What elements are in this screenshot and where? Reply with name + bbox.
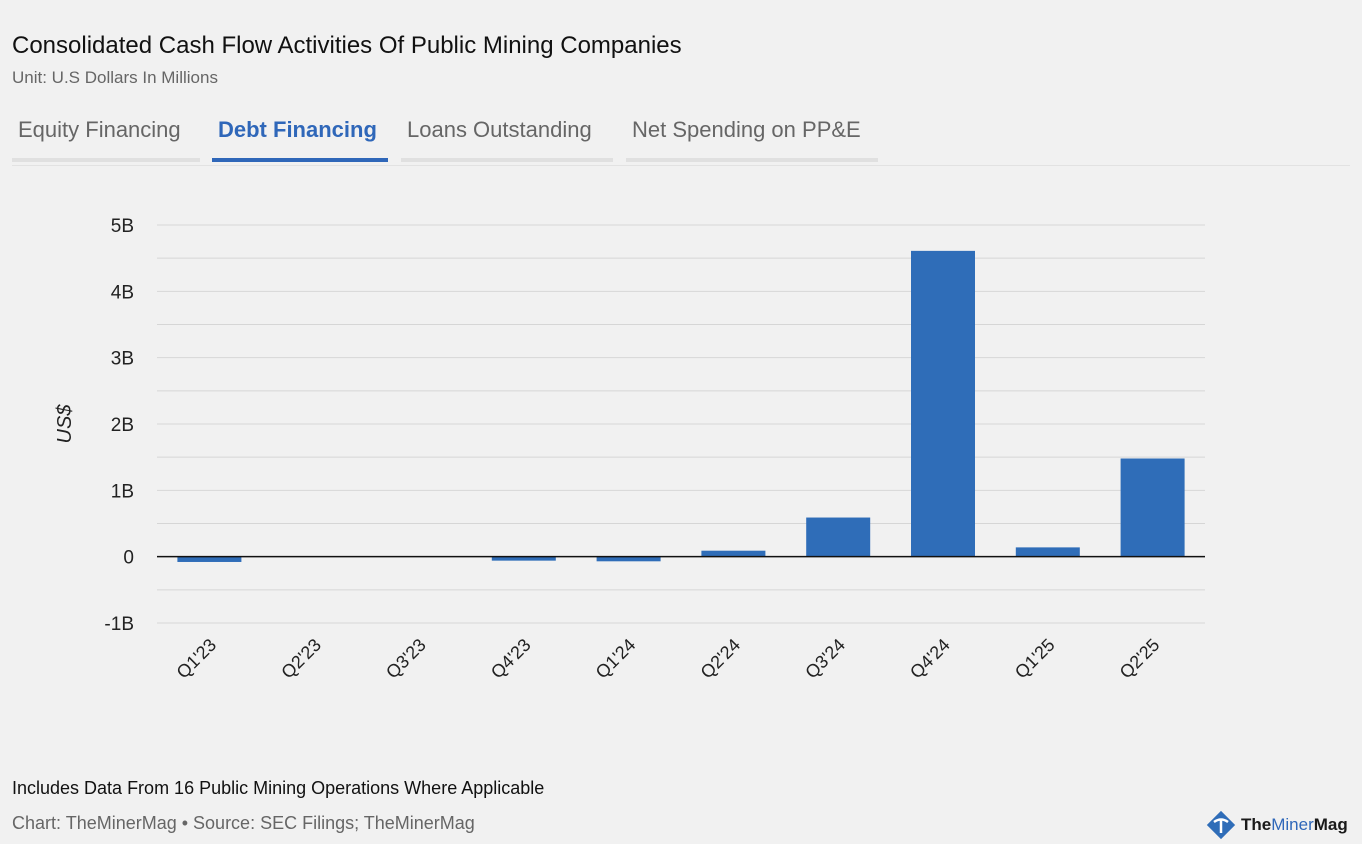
tab-bar: Equity Financing Debt Financing Loans Ou… — [12, 112, 1350, 166]
theminermag-logo: TheMinerMag — [1205, 810, 1348, 840]
bar-Q225 — [1120, 458, 1185, 557]
pickaxe-diamond-icon — [1206, 810, 1236, 840]
logo-text: TheMinerMag — [1241, 815, 1348, 834]
x-tick-label: Q2'25 — [1116, 635, 1164, 683]
bar-Q324 — [806, 517, 871, 557]
source-credit: Chart: TheMinerMag • Source: SEC Filings… — [12, 813, 475, 833]
y-tick-label: 2B — [111, 415, 134, 436]
y-tick-label: 4B — [111, 282, 134, 303]
x-tick-label: Q3'24 — [801, 635, 849, 683]
bar-Q125 — [1015, 547, 1080, 557]
bar-Q123 — [177, 556, 242, 562]
x-tick-label: Q1'25 — [1011, 635, 1059, 683]
x-tick-label: Q4'23 — [487, 635, 535, 683]
y-tick-label: -1B — [104, 614, 134, 635]
y-tick-label: 0 — [123, 548, 134, 569]
x-tick-label: Q2'24 — [697, 635, 745, 683]
y-tick-label: 5B — [111, 216, 134, 237]
bar-Q124 — [596, 556, 661, 562]
chart-subtitle: Unit: U.S Dollars In Millions — [12, 68, 218, 87]
bar-Q424 — [911, 250, 975, 557]
tab-equity-financing[interactable]: Equity Financing — [12, 112, 200, 162]
bar-Q423 — [491, 556, 556, 561]
tab-net-spending-ppe[interactable]: Net Spending on PP&E — [626, 112, 878, 162]
bar-Q224 — [701, 550, 766, 557]
data-note: Includes Data From 16 Public Mining Oper… — [12, 778, 545, 798]
x-tick-label: Q1'24 — [592, 635, 640, 683]
y-tick-label: 1B — [111, 481, 134, 502]
chart-title: Consolidated Cash Flow Activities Of Pub… — [12, 32, 682, 59]
x-tick-label: Q2'23 — [277, 635, 325, 683]
x-tick-label: Q1'23 — [173, 635, 221, 683]
x-tick-label: Q3'23 — [382, 635, 430, 683]
tab-debt-financing[interactable]: Debt Financing — [212, 112, 388, 162]
tab-loans-outstanding[interactable]: Loans Outstanding — [401, 112, 613, 162]
y-axis-label: US$ — [54, 404, 76, 444]
x-tick-label: Q4'24 — [906, 635, 954, 683]
y-tick-label: 3B — [111, 349, 134, 370]
